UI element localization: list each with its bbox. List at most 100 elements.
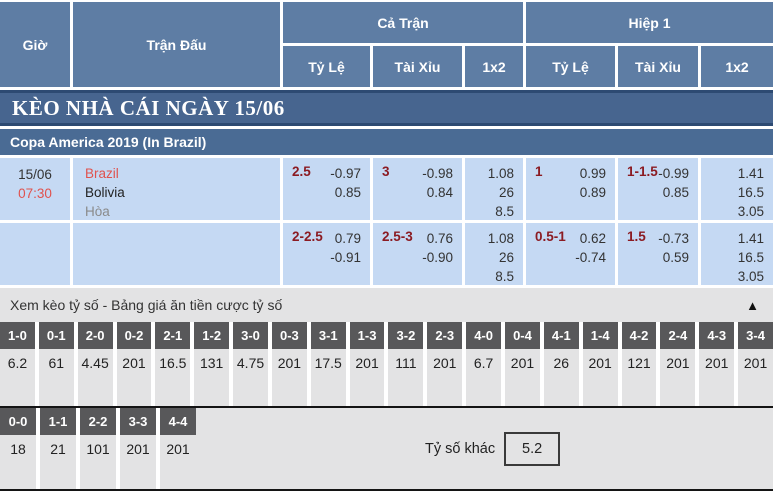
score-cell-0-0[interactable]: 0-0 18 [0, 408, 36, 489]
h1-handicap-odds[interactable]: 0.5-1 0.62 -0.74 [526, 223, 615, 285]
score-odd[interactable]: 6.2 [7, 355, 28, 371]
odd-value[interactable]: 0.59 [662, 250, 689, 265]
odd-value[interactable]: 0.85 [662, 185, 689, 200]
h1-handicap-odds[interactable]: 1 0.99 0.89 [526, 158, 615, 220]
h1-1x2-odds[interactable]: 1.41 16.5 3.05 [701, 158, 773, 220]
odds-table-header: Giờ Trận Đấu Cả Trận Hiệp 1 Tỷ Lệ Tài Xỉ… [0, 0, 773, 87]
score-cell-2-1[interactable]: 2-1 16.5 [155, 322, 191, 406]
score-odd[interactable]: 101 [86, 441, 110, 457]
score-odd[interactable]: 201 [277, 355, 302, 371]
score-odd[interactable]: 4.45 [81, 355, 109, 371]
score-cell-0-4[interactable]: 0-4 201 [505, 322, 540, 406]
score-odd[interactable]: 201 [705, 355, 729, 371]
score-odd[interactable]: 201 [126, 441, 150, 457]
ft-overunder-odds[interactable]: 2.5-3 0.76 -0.90 [373, 223, 462, 285]
score-odd[interactable]: 26 [553, 355, 570, 371]
odd-value[interactable]: 0.89 [579, 185, 606, 200]
correct-score-toggle[interactable]: Xem kèo tỷ số - Bảng giá ăn tiền cược tỷ… [0, 288, 773, 322]
score-cell-2-4[interactable]: 2-4 201 [660, 322, 696, 406]
score-cell-1-4[interactable]: 1-4 201 [582, 322, 618, 406]
other-score-odd[interactable]: 5.2 [504, 431, 561, 466]
score-odd[interactable]: 201 [166, 441, 190, 457]
odd-value[interactable]: 26 [498, 185, 514, 200]
odd-value[interactable]: 0.84 [426, 185, 453, 200]
score-cell-0-2[interactable]: 0-2 201 [116, 322, 152, 406]
score-cell-4-1[interactable]: 4-1 26 [543, 322, 579, 406]
odd-value[interactable]: 8.5 [495, 204, 514, 219]
score-odd[interactable]: 17.5 [314, 355, 342, 371]
odd-value[interactable]: 1.08 [487, 231, 514, 246]
score-odd[interactable]: 61 [48, 355, 65, 371]
odd-value[interactable]: 0.99 [579, 166, 606, 181]
h1-overunder-odds[interactable]: 1.5 -0.73 0.59 [618, 223, 698, 285]
score-label: 2-0 [77, 322, 113, 349]
odd-value[interactable]: -0.91 [330, 250, 361, 265]
score-odd[interactable]: 121 [627, 355, 651, 371]
ft-1x2-odds[interactable]: 1.08 26 8.5 [465, 158, 523, 220]
score-label: 3-0 [233, 322, 268, 349]
odd-value[interactable]: 3.05 [737, 204, 764, 219]
odd-value[interactable]: 1.41 [737, 166, 764, 181]
score-cell-2-2[interactable]: 2-2 101 [80, 408, 116, 489]
odd-value[interactable]: -0.97 [330, 166, 361, 181]
odd-value[interactable]: 1.08 [487, 166, 514, 181]
odd-value[interactable]: 1.41 [737, 231, 764, 246]
score-cell-2-3[interactable]: 2-3 201 [427, 322, 463, 406]
score-cell-3-3[interactable]: 3-3 201 [120, 408, 156, 489]
score-cell-3-4[interactable]: 3-4 201 [738, 322, 773, 406]
score-odd[interactable]: 111 [395, 355, 417, 371]
h1-1x2-odds[interactable]: 1.41 16.5 3.05 [701, 223, 773, 285]
score-odd[interactable]: 201 [666, 355, 690, 371]
score-odd[interactable]: 4.75 [236, 355, 265, 371]
column-header-ft-overunder: Tài Xỉu [373, 46, 462, 87]
score-odd[interactable]: 16.5 [159, 355, 187, 371]
score-odd[interactable]: 6.7 [473, 355, 494, 371]
score-cell-2-0[interactable]: 2-0 4.45 [77, 322, 113, 406]
score-cell-0-1[interactable]: 0-1 61 [38, 322, 74, 406]
odd-value[interactable]: 0.62 [579, 231, 606, 246]
collapse-triangle-icon[interactable]: ▲ [746, 297, 759, 313]
score-odd[interactable]: 201 [433, 355, 457, 371]
h1-overunder-odds[interactable]: 1-1.5 -0.99 0.85 [618, 158, 698, 220]
score-cell-4-2[interactable]: 4-2 121 [621, 322, 657, 406]
score-odd[interactable]: 201 [510, 355, 535, 371]
score-cell-4-4[interactable]: 4-4 201 [160, 408, 196, 489]
odd-value[interactable]: 16.5 [737, 250, 764, 265]
ft-1x2-odds[interactable]: 1.08 26 8.5 [465, 223, 523, 285]
date-banner: KÈO NHÀ CÁI NGÀY 15/06 [0, 90, 773, 126]
score-odd[interactable]: 201 [122, 355, 146, 371]
score-odd[interactable]: 21 [50, 441, 66, 457]
ft-handicap-odds[interactable]: 2-2.5 0.79 -0.91 [283, 223, 370, 285]
score-cell-1-2[interactable]: 1-2 131 [194, 322, 230, 406]
score-cell-3-1[interactable]: 3-1 17.5 [310, 322, 346, 406]
score-cell-1-1[interactable]: 1-1 21 [40, 408, 76, 489]
score-odd[interactable]: 201 [743, 355, 768, 371]
odd-value[interactable]: 8.5 [495, 269, 514, 284]
score-cell-0-3[interactable]: 0-3 201 [271, 322, 307, 406]
score-cell-4-3[interactable]: 4-3 201 [699, 322, 735, 406]
odd-value[interactable]: -0.73 [658, 231, 689, 246]
score-cell-1-0[interactable]: 1-0 6.2 [0, 322, 35, 406]
score-odd[interactable]: 201 [355, 355, 379, 371]
overunder-line: 2.5-3 [382, 229, 413, 244]
odd-value[interactable]: 26 [498, 250, 514, 265]
score-cell-1-3[interactable]: 1-3 201 [349, 322, 385, 406]
odd-value[interactable]: -0.90 [422, 250, 453, 265]
score-cell-4-0[interactable]: 4-0 6.7 [466, 322, 502, 406]
odd-value[interactable]: 0.76 [426, 231, 453, 246]
odd-value[interactable]: 0.79 [334, 231, 361, 246]
score-odd[interactable]: 18 [10, 441, 26, 457]
score-label: 2-4 [660, 322, 696, 349]
score-odd[interactable]: 201 [588, 355, 612, 371]
score-cell-3-2[interactable]: 3-2 111 [388, 322, 424, 406]
odd-value[interactable]: 3.05 [737, 269, 764, 284]
score-odd[interactable]: 131 [199, 355, 224, 371]
odd-value[interactable]: -0.98 [422, 166, 453, 181]
ft-handicap-odds[interactable]: 2.5 -0.97 0.85 [283, 158, 370, 220]
score-cell-3-0[interactable]: 3-0 4.75 [233, 322, 268, 406]
odd-value[interactable]: -0.74 [575, 250, 606, 265]
odd-value[interactable]: 0.85 [334, 185, 361, 200]
odd-value[interactable]: -0.99 [658, 166, 689, 181]
odd-value[interactable]: 16.5 [737, 185, 764, 200]
ft-overunder-odds[interactable]: 3 -0.98 0.84 [373, 158, 462, 220]
